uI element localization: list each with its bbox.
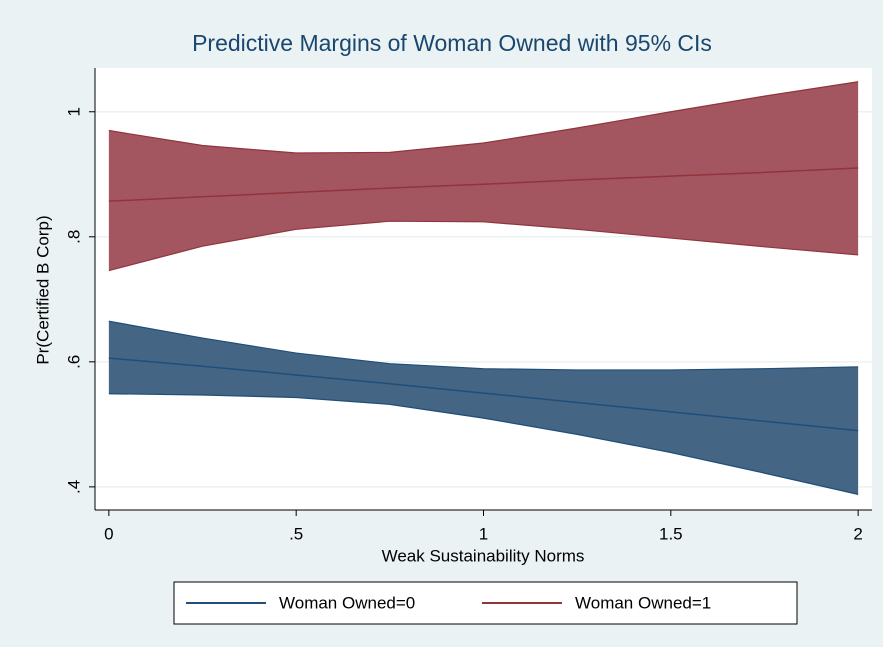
chart-title: Predictive Margins of Woman Owned with 9… xyxy=(192,30,712,56)
x-tick-label: 0 xyxy=(104,524,113,543)
ci-upper xyxy=(108,81,859,154)
series-line xyxy=(108,357,859,432)
y-axis-label: Pr(Certified B Corp) xyxy=(33,215,52,364)
x-axis-label: Weak Sustainability Norms xyxy=(382,546,585,565)
series-line xyxy=(108,167,859,202)
ci-band xyxy=(108,81,859,271)
x-tick-label: 2 xyxy=(853,524,862,543)
y-tick-label: .4 xyxy=(64,480,83,494)
y-tick-label: .8 xyxy=(64,230,83,244)
ci-lower xyxy=(108,393,859,495)
legend-label: Woman Owned=1 xyxy=(575,593,711,612)
ci-band xyxy=(108,321,859,495)
y-tick-label: .6 xyxy=(64,355,83,369)
x-tick-label: 1 xyxy=(479,524,488,543)
x-tick-label: 1.5 xyxy=(659,524,683,543)
x-tick-label: .5 xyxy=(289,524,303,543)
legend-label: Woman Owned=0 xyxy=(279,593,415,612)
ci-lower xyxy=(108,220,859,272)
y-tick-label: 1 xyxy=(64,107,83,116)
ci-upper xyxy=(108,320,859,371)
